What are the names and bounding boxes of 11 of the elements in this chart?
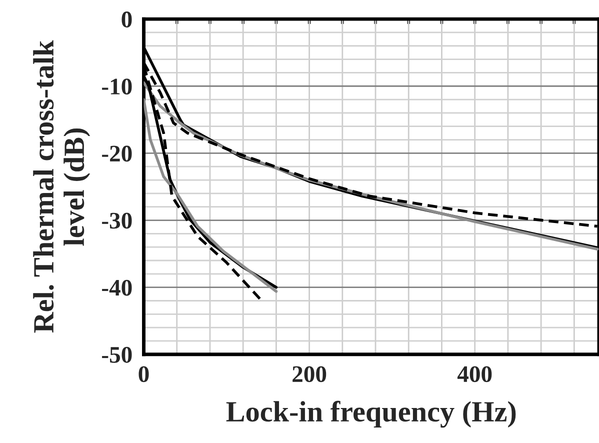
y-tick-label: -50	[102, 346, 132, 363]
y-tick-label: -10	[102, 78, 132, 95]
y-axis-title: Rel. Thermal cross-talk level (dB)	[33, 40, 90, 333]
x-tick-label: 200	[292, 366, 326, 382]
y-tick-label: 0	[122, 12, 132, 28]
y-tick-label: -40	[102, 280, 132, 296]
x-tick-label: 0	[138, 366, 149, 382]
x-tick-label: 400	[457, 366, 492, 382]
y-tick-label: -30	[102, 212, 132, 229]
x-axis-title: Lock-in frequency (Hz)	[226, 400, 516, 428]
y-tick-label: -20	[102, 146, 132, 162]
